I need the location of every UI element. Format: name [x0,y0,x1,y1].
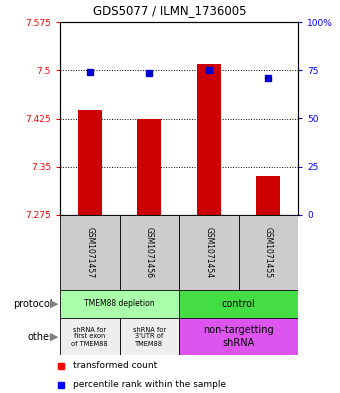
Text: shRNA for
first exon
of TMEM88: shRNA for first exon of TMEM88 [71,327,108,347]
Text: other: other [27,332,53,342]
Text: shRNA for
3'UTR of
TMEM88: shRNA for 3'UTR of TMEM88 [133,327,166,347]
Text: GDS5077 / ILMN_1736005: GDS5077 / ILMN_1736005 [93,4,247,17]
Bar [256,176,280,215]
Text: non-targetting
shRNA: non-targetting shRNA [203,325,274,348]
Bar [119,318,179,355]
Text: ▶: ▶ [50,299,58,309]
Text: percentile rank within the sample: percentile rank within the sample [73,380,226,389]
Bar [179,215,238,290]
Bar [60,215,119,290]
Bar [60,290,179,318]
Text: protocol: protocol [14,299,53,309]
Text: GSM1071457: GSM1071457 [85,227,94,278]
Text: GSM1071454: GSM1071454 [204,227,213,278]
Bar [60,318,119,355]
Bar [78,110,102,215]
Bar [238,215,298,290]
Bar [179,290,298,318]
Text: control: control [222,299,255,309]
Bar [119,215,179,290]
Text: GSM1071456: GSM1071456 [145,227,154,278]
Text: ▶: ▶ [50,332,58,342]
Text: transformed count: transformed count [73,361,157,370]
Text: GSM1071455: GSM1071455 [264,227,273,278]
Bar [179,318,298,355]
Bar [197,64,221,215]
Text: TMEM88 depletion: TMEM88 depletion [84,299,155,309]
Bar [137,119,161,215]
